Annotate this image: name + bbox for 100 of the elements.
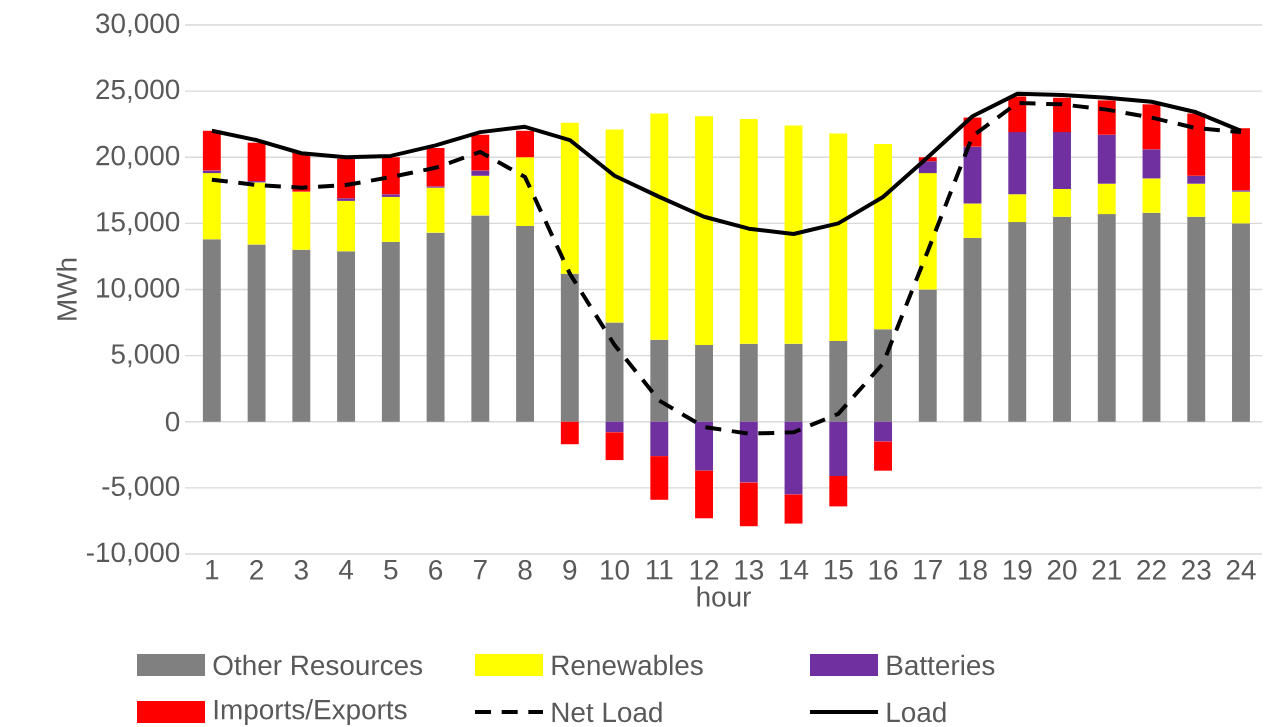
bar (560, 421, 579, 445)
y-tick-label: 5,000 (111, 344, 180, 368)
x-tick-label: 14 (780, 560, 809, 580)
y-tick-label: 10,000 (97, 277, 180, 302)
legend-label: Net Load (552, 701, 662, 723)
bar (739, 118, 758, 344)
bar (784, 494, 803, 524)
bar (426, 187, 445, 233)
bar (516, 157, 535, 227)
bar (337, 251, 356, 422)
bar (829, 421, 848, 476)
bar (695, 470, 713, 519)
x-tick-label: 2 (250, 560, 263, 580)
x-tick-label: 11 (646, 560, 673, 580)
bar (874, 441, 892, 471)
bar (695, 345, 713, 422)
bar (1142, 178, 1161, 213)
x-axis-title: hour (697, 586, 751, 607)
x-tick-label: 16 (869, 560, 898, 580)
bar (381, 194, 400, 197)
bar (918, 173, 937, 290)
bar (1142, 212, 1161, 422)
bar (739, 482, 758, 527)
x-tick-label: 6 (429, 560, 443, 580)
y-tick-label: 0 (165, 411, 180, 432)
bar (1008, 222, 1027, 422)
bar (426, 232, 445, 422)
bar (1008, 194, 1027, 223)
x-tick-label: 17 (914, 560, 942, 580)
bar (739, 343, 758, 422)
bar (695, 421, 713, 471)
bar (1008, 96, 1027, 133)
y-axis-title: MWh (56, 258, 77, 320)
legend-label: Load (887, 701, 946, 723)
bar (471, 215, 490, 422)
bar (650, 456, 669, 500)
bar (1142, 104, 1161, 150)
bar (1053, 216, 1071, 422)
bar (963, 146, 982, 204)
x-tick-label: 19 (1003, 560, 1032, 580)
bar (918, 289, 937, 422)
x-tick-label: 15 (824, 560, 853, 580)
bar (560, 273, 579, 422)
bar (337, 200, 356, 252)
bar (292, 191, 311, 250)
bar (516, 130, 535, 158)
bar (784, 125, 803, 344)
y-tick-label: 25,000 (96, 79, 180, 103)
x-tick-label: 22 (1137, 560, 1166, 580)
legend-label: Batteries (887, 654, 995, 676)
x-tick-label: 12 (690, 560, 719, 580)
bar (1097, 214, 1116, 422)
bar (605, 421, 624, 433)
bar (650, 113, 669, 340)
bar (1053, 97, 1071, 133)
bar (202, 170, 221, 174)
bar (874, 144, 892, 330)
bar (1053, 132, 1071, 189)
x-tick-label: 3 (294, 560, 308, 580)
x-tick-label: 24 (1226, 560, 1256, 580)
bar (381, 241, 400, 422)
bar (202, 173, 221, 240)
x-tick-label: 9 (563, 560, 577, 580)
bar (247, 244, 266, 422)
y-tick-label: 20,000 (96, 145, 180, 169)
bar (605, 129, 624, 323)
bar (1187, 216, 1206, 422)
x-tick-label: 7 (474, 560, 487, 580)
bar (1232, 128, 1250, 191)
y-tick-label: 30,000 (96, 13, 180, 37)
bar (426, 147, 445, 187)
bar (1187, 183, 1206, 217)
bar (337, 198, 356, 201)
bar (381, 196, 400, 242)
x-tick-label: 13 (735, 560, 764, 580)
bar (829, 133, 848, 342)
bar (1097, 183, 1116, 215)
x-tick-label: 4 (338, 560, 354, 580)
bar (1232, 191, 1250, 224)
x-tick-label: 18 (959, 560, 987, 580)
bar (1187, 113, 1206, 176)
bar (1008, 132, 1027, 195)
bar (829, 341, 848, 422)
bar (202, 239, 221, 422)
x-tick-label: 21 (1092, 560, 1121, 580)
legend-label: Imports/Exports (214, 699, 407, 725)
bar (963, 203, 982, 238)
bar (560, 122, 579, 274)
bar (1187, 175, 1206, 184)
bar (874, 421, 892, 442)
bar (784, 343, 803, 422)
y-tick-label: -10,000 (86, 542, 180, 566)
y-tick-label: -5,000 (102, 476, 180, 500)
x-tick-label: 5 (384, 560, 398, 580)
bar (1232, 223, 1250, 422)
bar (605, 322, 624, 422)
bar (337, 158, 356, 199)
bar (247, 142, 266, 182)
x-tick-label: 1 (206, 560, 219, 580)
bar (247, 182, 266, 245)
